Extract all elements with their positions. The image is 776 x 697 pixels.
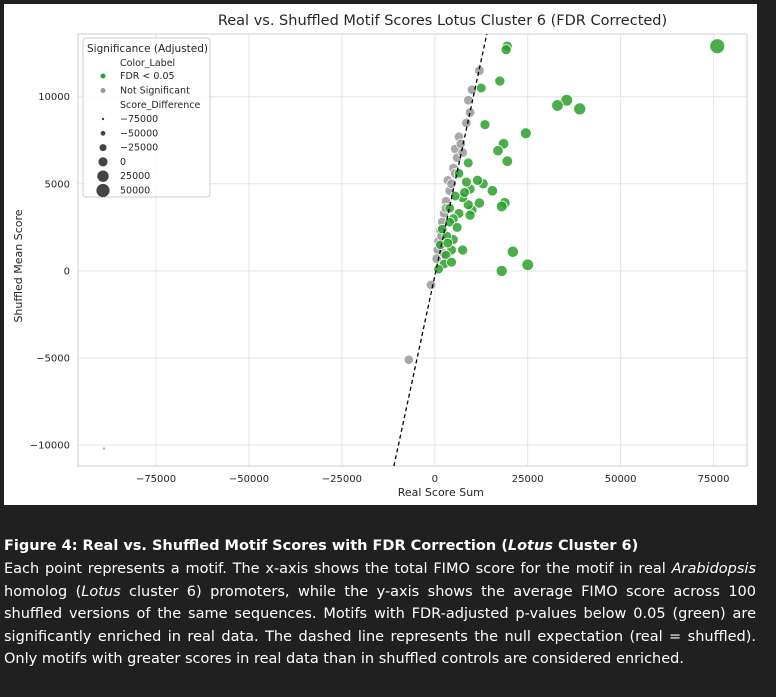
axis-ticks: −75000 −50000 −25000 0 25000 50000 75000−10000…: [30, 92, 730, 485]
y-tick-label: −5000: [36, 354, 70, 365]
data-point: [573, 102, 587, 116]
data-point: [495, 264, 508, 277]
data-point: [461, 117, 472, 129]
legend-size-marker: [96, 183, 110, 198]
x-tick-label: −25000: [322, 474, 362, 485]
legend-size-title: Score_Difference: [120, 100, 200, 111]
data-point: [451, 221, 463, 233]
legend-size-label: 50000: [120, 186, 150, 197]
y-axis-label: Shuffled Mean Score: [12, 209, 25, 322]
data-point: [464, 209, 476, 221]
x-tick-label: 75000: [698, 474, 730, 485]
x-tick-label: 0: [432, 474, 438, 485]
legend-hue-title: Color_Label: [120, 58, 175, 69]
data-point: [462, 157, 474, 169]
plot-frame: [77, 33, 748, 467]
data-point: [506, 245, 519, 258]
data-point: [500, 44, 512, 56]
legend-size-label: 25000: [120, 171, 150, 182]
data-point: [455, 138, 467, 149]
data-point: [461, 176, 472, 188]
x-tick-label: 25000: [512, 474, 544, 485]
data-point: [495, 200, 508, 213]
data-point: [472, 174, 484, 186]
x-tick-label: −50000: [229, 474, 269, 485]
data-point: [431, 253, 442, 264]
caption-title: Figure 4: Real vs. Shuffled Motif Scores…: [4, 538, 639, 554]
data-point: [521, 258, 534, 272]
data-point: [446, 256, 457, 268]
legend-entry-label: Not Significant: [120, 86, 190, 97]
legend: Significance (Adjusted) Color_Label FDR < …: [82, 37, 211, 198]
data-point: [519, 127, 532, 140]
data-point: [473, 197, 485, 209]
data-point: [463, 95, 474, 106]
legend-size-marker: [98, 157, 108, 167]
legend-size-marker: [99, 144, 107, 152]
data-point: [442, 237, 454, 249]
data-point: [403, 354, 414, 365]
x-tick-label: 50000: [605, 474, 637, 485]
data-point: [444, 202, 455, 214]
data-point: [457, 244, 469, 256]
legend-marker: [100, 88, 106, 93]
legend-marker: [100, 73, 106, 79]
scatter-plot: −75000 −50000 −25000 0 25000 50000 75000−10000…: [12, 13, 748, 499]
null-expectation-line: [393, 34, 488, 466]
data-point: [102, 446, 107, 451]
x-tick-label: −75000: [136, 474, 176, 485]
legend-size-label: −50000: [120, 128, 158, 139]
legend-box: [82, 37, 211, 198]
y-tick-label: 5000: [45, 179, 70, 190]
data-point: [446, 178, 457, 189]
data-point: [475, 82, 487, 94]
chart-title: Real vs. Shuffled Motif Scores Lotus Clu…: [218, 13, 667, 29]
data-point: [709, 38, 726, 55]
data-point: [501, 155, 514, 167]
data-point: [464, 107, 476, 118]
chart-panel: −75000 −50000 −25000 0 25000 50000 75000 −10000…: [4, 4, 757, 505]
caption-body: Each point represents a motif. The x-axi…: [4, 561, 756, 667]
data-point: [486, 185, 499, 197]
legend-size-marker: [97, 170, 109, 182]
legend-size-label: 0: [120, 157, 126, 168]
data-point: [492, 145, 504, 157]
data-point: [425, 279, 437, 291]
data-point: [551, 99, 564, 112]
legend-size-marker: [100, 130, 106, 136]
data-point: [462, 199, 474, 211]
data-point: [494, 75, 506, 87]
x-axis-label: Real Score Sum: [398, 486, 484, 499]
figure-caption: Figure 4: Real vs. Shuffled Motif Scores…: [4, 535, 756, 671]
data-point: [479, 119, 491, 131]
legend-size-label: −25000: [120, 143, 158, 154]
legend-size-label: −75000: [120, 114, 158, 125]
legend-entry-label: FDR < 0.05: [120, 71, 175, 82]
data-point: [449, 190, 461, 202]
y-tick-label: 0: [64, 266, 70, 277]
data-point: [560, 93, 574, 107]
y-tick-label: 10000: [38, 92, 70, 103]
y-tick-label: −10000: [30, 441, 70, 452]
legend-title: Significance (Adjusted): [87, 43, 208, 55]
legend-size-marker: [101, 117, 105, 121]
data-point: [459, 187, 470, 198]
